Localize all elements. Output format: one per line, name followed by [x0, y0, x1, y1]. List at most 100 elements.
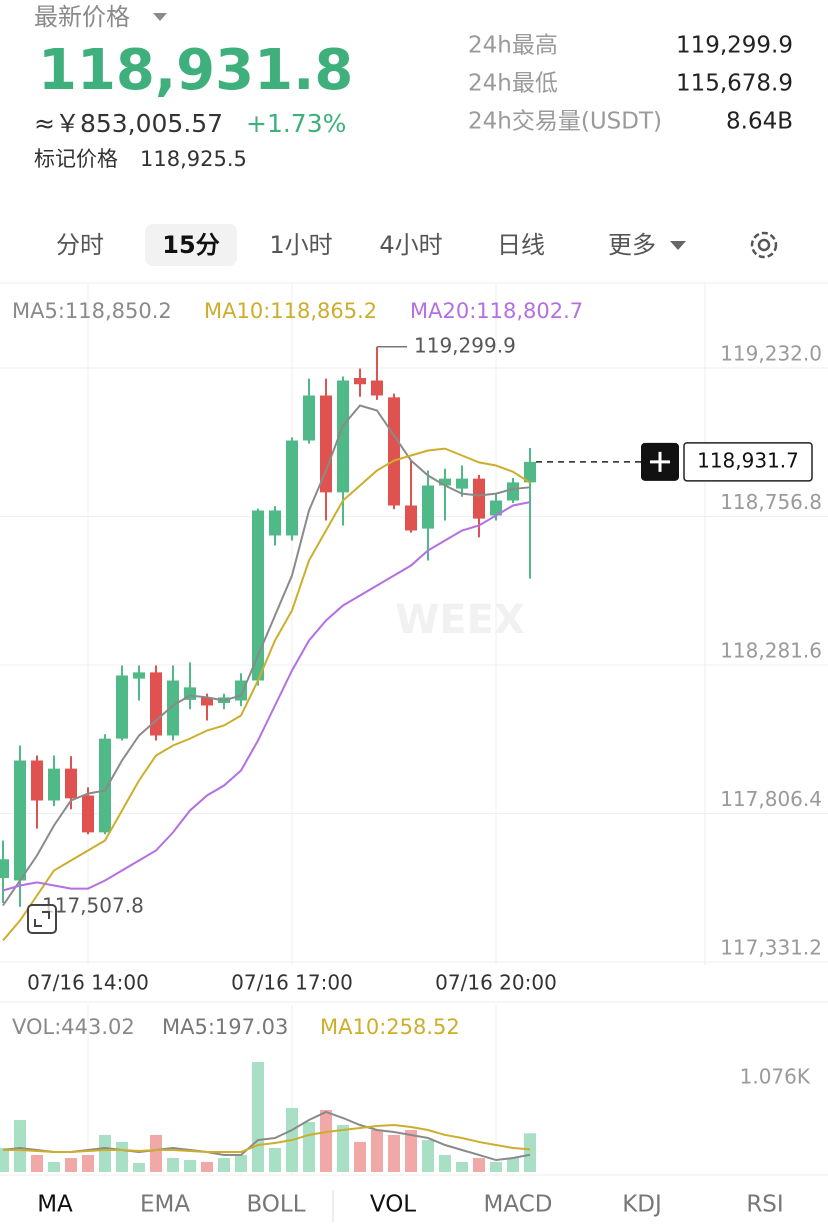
indicator-tab[interactable]: MA	[37, 1192, 73, 1218]
x-tick-label: 07/16 20:00	[435, 971, 557, 995]
indicator-tab[interactable]: MACD	[484, 1192, 553, 1218]
stat-value: 119,299.9	[676, 33, 793, 59]
volume-bar	[167, 1158, 179, 1172]
volume-bar	[422, 1140, 434, 1172]
candle-body	[507, 482, 519, 501]
volume-bar	[388, 1134, 400, 1172]
x-tick-label: 07/16 17:00	[231, 971, 353, 995]
last-price-box	[683, 442, 813, 482]
mark-label: 标记价格	[34, 147, 118, 171]
mark-price: 118,925.5	[140, 147, 247, 171]
volume-bar	[48, 1161, 60, 1172]
volume-bar	[82, 1154, 94, 1172]
legend-entry: MA20:118,802.7	[410, 299, 583, 323]
y-tick-label: 117,331.2	[720, 936, 822, 960]
candle-body	[65, 768, 77, 799]
candle-body	[167, 680, 179, 736]
indicator-tab[interactable]: KDJ	[622, 1192, 662, 1218]
volume-bar	[354, 1141, 366, 1172]
candle-body	[371, 380, 383, 396]
volume-bar	[473, 1158, 485, 1172]
candle-body	[14, 760, 26, 881]
volume-bar	[269, 1147, 281, 1172]
approx-price: ≈￥853,005.57	[34, 109, 223, 138]
ma-line	[2, 404, 531, 907]
volume-bar	[201, 1161, 213, 1172]
last-price: 118,931.8	[38, 38, 353, 103]
stat-value: 8.64B	[726, 109, 793, 135]
candle-body	[286, 440, 298, 536]
y-tick-label: 118,281.6	[720, 639, 822, 663]
interval-tab[interactable]: 1小时	[269, 231, 332, 259]
interval-tab[interactable]: 15分	[162, 231, 219, 259]
candle-body	[31, 760, 43, 801]
stat-label: 24h最低	[468, 71, 558, 97]
volume-bar	[524, 1133, 536, 1172]
volume-bar	[507, 1158, 519, 1172]
settings-icon[interactable]	[750, 231, 778, 259]
y-tick-label: 119,232.0	[720, 342, 822, 366]
expand-icon[interactable]	[27, 904, 57, 934]
volume-bar	[150, 1134, 162, 1172]
candle-body	[48, 768, 60, 801]
indicator-tab[interactable]: RSI	[746, 1192, 783, 1218]
candle-body	[82, 795, 94, 833]
candle-body	[133, 672, 145, 679]
plus-icon[interactable]	[650, 451, 670, 472]
volume-bar	[0, 1147, 9, 1172]
volume-bar	[133, 1163, 145, 1172]
candle-body	[405, 505, 417, 531]
interval-tab[interactable]: 日线	[497, 231, 545, 259]
volume-bar	[371, 1129, 383, 1172]
indicator-tab[interactable]: VOL	[370, 1192, 416, 1218]
candle-body	[150, 672, 162, 736]
stat-label: 24h交易量(USDT)	[468, 109, 662, 135]
candles	[0, 346, 536, 942]
interval-tabs: 分时 15分 1小时 4小时 日线 更多	[56, 231, 656, 259]
volume-bar	[65, 1158, 77, 1172]
low-label: 117,507.8	[42, 893, 144, 917]
volume-bar	[439, 1154, 451, 1172]
stats: 24h最高 119,299.9 24h最低 115,678.9 24h交易量(USDT)…	[468, 33, 793, 135]
interval-tab[interactable]: 分时	[56, 231, 104, 259]
volume-bar	[99, 1134, 111, 1172]
stat-label: 24h最高	[468, 33, 558, 59]
active-tab-bg	[145, 224, 237, 266]
volume-bar	[405, 1129, 417, 1172]
candle-body	[422, 485, 434, 529]
price-title[interactable]: 最新价格	[34, 3, 130, 31]
candle-body	[320, 395, 332, 493]
candle-body	[354, 378, 366, 385]
dropdown-icon[interactable]	[670, 241, 686, 250]
last-price-label: 118,931.7	[697, 448, 799, 472]
volume-bar	[456, 1161, 468, 1172]
legend-entry: MA5:118,850.2	[12, 299, 172, 323]
volume-bar	[31, 1154, 43, 1172]
candle-body	[116, 675, 128, 739]
interval-tab[interactable]: 4小时	[379, 231, 442, 259]
legend-entry: VOL:443.02	[12, 1015, 135, 1039]
watermark: WEEX	[395, 597, 525, 643]
candle-body	[439, 478, 451, 486]
volume	[0, 1061, 536, 1172]
indicator-tab[interactable]: BOLL	[246, 1192, 305, 1218]
volume-ma-line	[3, 1123, 531, 1153]
volume-bar	[14, 1120, 26, 1172]
interval-tab[interactable]: 更多	[608, 231, 656, 259]
y-tick-label: 118,756.8	[720, 490, 822, 514]
volume-ma-line	[2, 1110, 531, 1162]
volume-bar	[218, 1158, 230, 1172]
candle-body	[0, 859, 9, 878]
dropdown-icon[interactable]	[153, 13, 167, 21]
y-tick-label: 1.076K	[740, 1065, 811, 1089]
candle-body	[303, 395, 315, 441]
candle-body	[252, 510, 264, 681]
candle-body	[99, 738, 111, 833]
volume-bar	[252, 1061, 264, 1172]
volume-bar	[303, 1121, 315, 1172]
volume-bar	[116, 1141, 128, 1172]
legend-entry: MA5:197.03	[162, 1015, 288, 1039]
volume-bar	[337, 1125, 349, 1172]
indicator-tab[interactable]: EMA	[140, 1192, 190, 1218]
